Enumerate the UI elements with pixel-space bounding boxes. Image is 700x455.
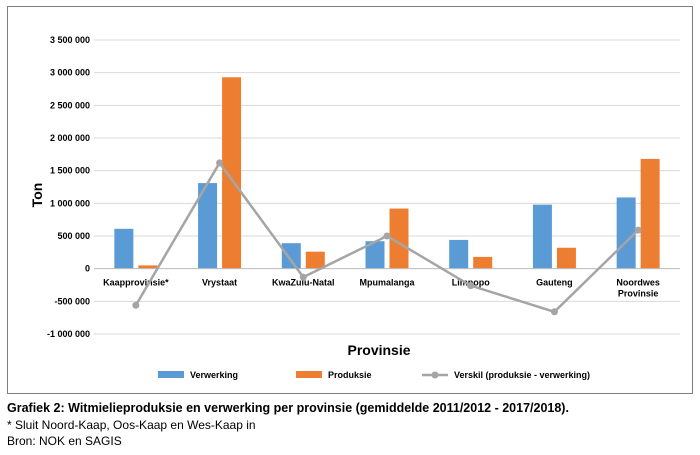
caption-title: Grafiek 2: Witmielieproduksie en verwerk… <box>7 401 569 415</box>
category-label: Noordwes Provinsie <box>616 278 660 299</box>
bar-produksie <box>305 251 325 269</box>
bar-verwerking <box>449 239 469 269</box>
category-label: Gauteng <box>536 278 573 288</box>
category-label: Vrystaat <box>202 278 237 288</box>
point-verskil <box>550 308 558 316</box>
bar-produksie <box>389 208 409 269</box>
legend-marker <box>431 371 439 379</box>
point-verskil <box>467 282 475 290</box>
legend-label: Verskil (produksie - verwerking) <box>454 370 590 380</box>
y-tick-label: -1 000 000 <box>47 329 90 339</box>
y-tick-label: 3 000 000 <box>50 68 90 78</box>
bar-produksie <box>556 247 576 269</box>
legend-label: Verwerking <box>190 370 238 380</box>
caption: Grafiek 2: Witmielieproduksie en verwerk… <box>7 400 697 449</box>
y-tick-label: 1 000 000 <box>50 198 90 208</box>
y-tick-label: 1 500 000 <box>50 166 90 176</box>
bar-verwerking <box>365 241 385 269</box>
bar-produksie <box>473 256 493 269</box>
category-label: KwaZulu-Natal <box>272 278 335 288</box>
x-axis-title: Provinsie <box>347 342 410 358</box>
bar-produksie <box>138 265 158 269</box>
legend-swatch <box>296 371 322 378</box>
caption-source: Bron: NOK en SAGIS <box>7 434 122 448</box>
point-verskil <box>132 301 140 309</box>
chart-frame: -1 000 000 -500 000 0 500 000 1 000 000 1 500… <box>7 6 693 394</box>
bar-produksie <box>640 158 660 269</box>
legend-label: Produksie <box>328 370 372 380</box>
bar-produksie <box>222 77 242 269</box>
bar-verwerking <box>532 204 552 269</box>
bar-verwerking <box>114 228 134 269</box>
legend-swatch <box>158 371 184 378</box>
y-tick-label: -500 000 <box>54 296 90 306</box>
y-tick-label: 2 000 000 <box>50 133 90 143</box>
point-verskil <box>634 226 642 234</box>
y-tick-label: 500 000 <box>57 231 90 241</box>
point-verskil <box>299 273 307 281</box>
chart: -1 000 000 -500 000 0 500 000 1 000 000 1 500… <box>29 35 680 380</box>
y-tick-label: 3 500 000 <box>50 35 90 45</box>
bar-verwerking <box>281 243 301 269</box>
y-tick-label: 0 <box>85 264 90 274</box>
point-verskil <box>216 159 224 167</box>
category-label: Mpumalanga <box>359 278 415 288</box>
y-tick-label: 2 500 000 <box>50 100 90 110</box>
caption-note: * Sluit Noord-Kaap, Oos-Kaap en Wes-Kaap… <box>7 418 256 432</box>
bar-verwerking <box>198 183 218 269</box>
category-label: Kaapprovinsie* <box>103 278 169 288</box>
bar-verwerking <box>616 197 636 269</box>
y-axis-title: Ton <box>29 183 45 208</box>
point-verskil <box>383 232 391 240</box>
